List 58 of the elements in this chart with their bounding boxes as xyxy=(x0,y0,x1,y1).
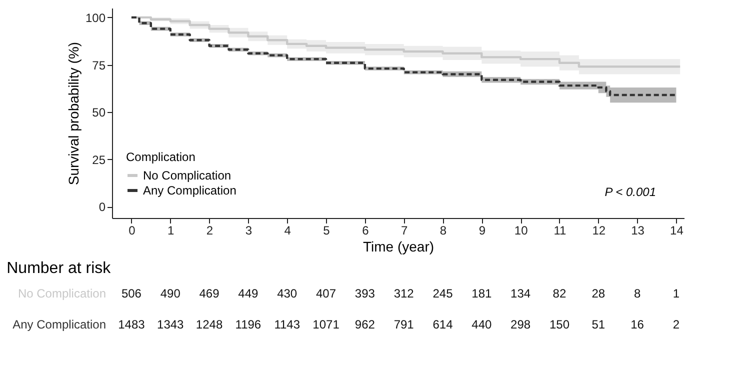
x-tick-label: 12 xyxy=(592,224,606,238)
x-tick-label: 8 xyxy=(440,224,447,238)
text: 1196 xyxy=(235,318,262,332)
x-axis-title: Time (year) xyxy=(362,238,434,254)
text: 440 xyxy=(472,318,492,332)
text: 312 xyxy=(394,286,414,300)
text: 506 xyxy=(121,286,142,300)
annotation: P < 0.001 xyxy=(604,185,656,199)
text: 962 xyxy=(354,318,375,332)
x-tick-label: 11 xyxy=(554,224,567,238)
text: 51 xyxy=(592,318,606,332)
text: 1483 xyxy=(118,318,145,332)
y-tick-label: 0 xyxy=(98,200,106,214)
y-tick-label: 50 xyxy=(92,106,106,120)
text: 430 xyxy=(277,286,298,300)
text: 1071 xyxy=(312,318,340,332)
text: 2 xyxy=(672,318,680,332)
y-tick-label: 75 xyxy=(92,58,106,72)
text: 490 xyxy=(160,286,180,300)
text: Number at risk xyxy=(6,260,112,277)
text: 134 xyxy=(510,286,531,300)
x-tick-label: 3 xyxy=(245,224,252,238)
x-tick-label: 0 xyxy=(128,224,136,238)
text: 614 xyxy=(432,318,453,332)
y-tick-label: 25 xyxy=(92,152,106,167)
x-tick-label: 10 xyxy=(514,224,528,238)
text: 8 xyxy=(634,286,641,300)
x-tick-label: 5 xyxy=(323,224,330,238)
text: 407 xyxy=(316,286,336,300)
text: 82 xyxy=(552,286,566,300)
category-label: Any Complication xyxy=(12,318,106,332)
x-tick-label: 9 xyxy=(478,224,486,238)
x-tick-label: 2 xyxy=(206,224,214,238)
text: 393 xyxy=(354,286,375,300)
x-tick-label: 14 xyxy=(670,224,684,238)
text: 16 xyxy=(630,318,644,332)
legend-label: No Complication xyxy=(143,168,232,182)
legend-title: Complication xyxy=(126,150,196,164)
text: 245 xyxy=(432,286,453,300)
y-tick-label: 100 xyxy=(85,10,106,25)
text: 181 xyxy=(472,286,492,300)
x-tick-label: 4 xyxy=(284,224,292,238)
text: 28 xyxy=(592,286,606,300)
text: 298 xyxy=(510,318,531,332)
text: 1343 xyxy=(157,318,184,332)
text: 1 xyxy=(672,286,680,300)
x-tick-label: 6 xyxy=(362,224,370,238)
legend-label: Any Complication xyxy=(143,184,236,198)
x-tick-label: 13 xyxy=(631,224,645,238)
y-axis-title: Survival probability (%) xyxy=(65,42,82,186)
text: 469 xyxy=(199,286,220,300)
x-tick-label: 7 xyxy=(400,224,408,238)
text: 449 xyxy=(238,286,258,300)
text: 791 xyxy=(394,318,414,332)
text: 150 xyxy=(549,318,570,332)
text: 1248 xyxy=(196,318,223,332)
text: 1143 xyxy=(274,318,300,332)
x-tick-label: 1 xyxy=(168,224,175,238)
